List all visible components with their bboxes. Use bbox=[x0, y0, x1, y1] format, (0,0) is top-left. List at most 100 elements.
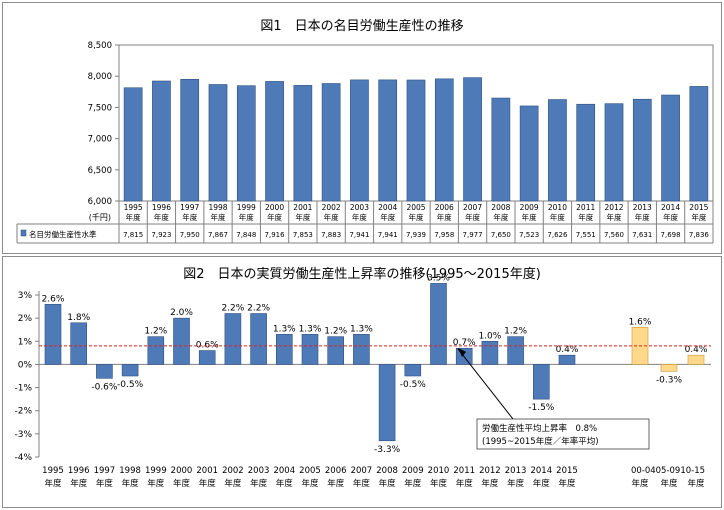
x-tick-suffix: 年度 bbox=[295, 212, 310, 222]
x-tick-suffix: 年度 bbox=[70, 478, 88, 489]
data-label: 7,560 bbox=[604, 231, 624, 239]
x-tick-label: 2003 bbox=[350, 203, 369, 212]
x-tick-label: 2004 bbox=[273, 466, 295, 476]
bar bbox=[491, 97, 511, 202]
data-label: 7,941 bbox=[349, 231, 369, 239]
data-label: 7,626 bbox=[547, 231, 568, 239]
data-label: 7,883 bbox=[321, 231, 341, 239]
bar bbox=[70, 322, 87, 365]
bar bbox=[224, 313, 242, 365]
bar bbox=[321, 83, 341, 202]
x-tick-label: 2005 bbox=[299, 466, 321, 476]
bar bbox=[687, 354, 705, 365]
data-label: 7,958 bbox=[434, 231, 454, 239]
data-label: 7,551 bbox=[576, 231, 596, 239]
chart2-panel: 図2 日本の実質労働生産性上昇率の推移(1995～2015年度) -4% -3% -… bbox=[2, 256, 722, 508]
bar bbox=[463, 77, 482, 202]
bar bbox=[481, 340, 499, 365]
data-label: 1.3% bbox=[299, 324, 322, 334]
x-tick-label: 1995 bbox=[42, 466, 64, 476]
x-tick-label: 2001 bbox=[196, 466, 218, 476]
x-tick-label-periods: 00-0405-0910-15 bbox=[631, 466, 705, 476]
x-tick-label: 2002 bbox=[322, 203, 341, 212]
data-label: 2.6% bbox=[42, 294, 65, 304]
y-tick-label: 6,500 bbox=[88, 166, 112, 176]
data-label: -0.3% bbox=[656, 375, 683, 385]
x-tick-label: 2009 bbox=[520, 203, 539, 212]
x-tick-label: 2008 bbox=[376, 466, 398, 476]
x-tick-label: 2001 bbox=[293, 203, 312, 212]
x-tick-suffix: 年度 bbox=[173, 478, 191, 489]
x-tick-suffix: 年度 bbox=[635, 212, 650, 222]
data-label: -0.5% bbox=[400, 380, 427, 390]
bar bbox=[250, 313, 267, 365]
annotation-text: 労働生産性平均上昇率 0.8% bbox=[482, 423, 597, 434]
chart2-svg: -4%-3%-2%-1%0%1%2%3% 2.6%1.8%-0.6% -0.5%1.… bbox=[14, 273, 711, 489]
y-tick-label: 8,500 bbox=[88, 41, 112, 51]
data-label: 7,815 bbox=[123, 231, 143, 239]
data-label: 0.6% bbox=[196, 341, 219, 351]
bar bbox=[198, 350, 216, 365]
data-label: 1.6% bbox=[629, 317, 652, 327]
x-tick-suffix: 年度 bbox=[250, 478, 268, 489]
x-tick-suffix: 年度 bbox=[276, 478, 294, 489]
x-tick-label: 2010 bbox=[548, 203, 567, 212]
bar bbox=[406, 79, 426, 202]
x-tick-suffix: 年度 bbox=[481, 478, 499, 489]
x-tick-suffix: 年度 bbox=[267, 212, 282, 222]
annotation-arrowhead bbox=[458, 347, 466, 357]
y-tick-label: 0% bbox=[18, 360, 33, 370]
bar bbox=[378, 364, 396, 442]
bar bbox=[208, 84, 228, 202]
y-tick-label: -4% bbox=[14, 453, 32, 463]
x-tick-label: 2007 bbox=[351, 466, 373, 476]
bar bbox=[558, 354, 576, 365]
x-tick-suffix: 年度 bbox=[122, 478, 140, 489]
x-tick-suffix: 年度 bbox=[409, 212, 424, 222]
data-label: 3.5% bbox=[427, 273, 450, 283]
bar bbox=[301, 334, 319, 365]
data-label: 7,631 bbox=[632, 231, 652, 239]
x-tick-label: 2012 bbox=[479, 466, 501, 476]
data-label: 0.4% bbox=[556, 345, 579, 355]
x-tick-suffix: 年度 bbox=[578, 212, 593, 222]
data-label: -3.3% bbox=[374, 445, 401, 455]
bar bbox=[430, 283, 447, 365]
bar bbox=[123, 87, 143, 202]
y-tick-label: 3% bbox=[18, 291, 33, 301]
x-tick-label: 2015 bbox=[556, 466, 578, 476]
x-tick-label: 2012 bbox=[604, 203, 623, 212]
bar bbox=[660, 364, 678, 372]
x-tick-label: 2014 bbox=[661, 203, 680, 212]
data-label: 2.2% bbox=[221, 304, 244, 314]
bar bbox=[180, 79, 200, 202]
data-label: 1.8% bbox=[67, 313, 90, 323]
x-tick-suffix: 年度 bbox=[352, 212, 367, 222]
x-tick-label: 2004 bbox=[378, 203, 397, 212]
bar bbox=[548, 99, 567, 202]
y-tick-label: -2% bbox=[14, 407, 32, 417]
x-tick-label: 2005 bbox=[406, 203, 425, 212]
data-label: 7,941 bbox=[378, 231, 398, 239]
x-tick-suffix: 年度 bbox=[324, 212, 339, 222]
data-label: 0.7% bbox=[453, 338, 476, 348]
x-tick-label: 1999 bbox=[145, 466, 167, 476]
x-tick-suffix: 年度 bbox=[663, 212, 678, 222]
x-tick-suffix: 年度 bbox=[465, 212, 480, 222]
x-tick-suffix: 年度 bbox=[507, 478, 525, 489]
bar bbox=[689, 86, 709, 202]
bar bbox=[532, 364, 550, 400]
x-tick-label: 2011 bbox=[576, 203, 595, 212]
data-label: 7,523 bbox=[519, 231, 539, 239]
data-label: 1.2% bbox=[504, 327, 527, 337]
x-tick-suffix: 年度 bbox=[353, 478, 371, 489]
bar bbox=[293, 85, 313, 202]
bar bbox=[96, 364, 113, 379]
bar bbox=[236, 85, 256, 202]
y-tick-label: 2% bbox=[18, 314, 33, 324]
x-tick-label: 1998 bbox=[119, 466, 141, 476]
x-tick-suffix: 年度 bbox=[327, 478, 345, 489]
data-label: 1.3% bbox=[350, 324, 373, 334]
bar bbox=[350, 79, 369, 202]
x-tick-label: 2008 bbox=[491, 203, 510, 212]
